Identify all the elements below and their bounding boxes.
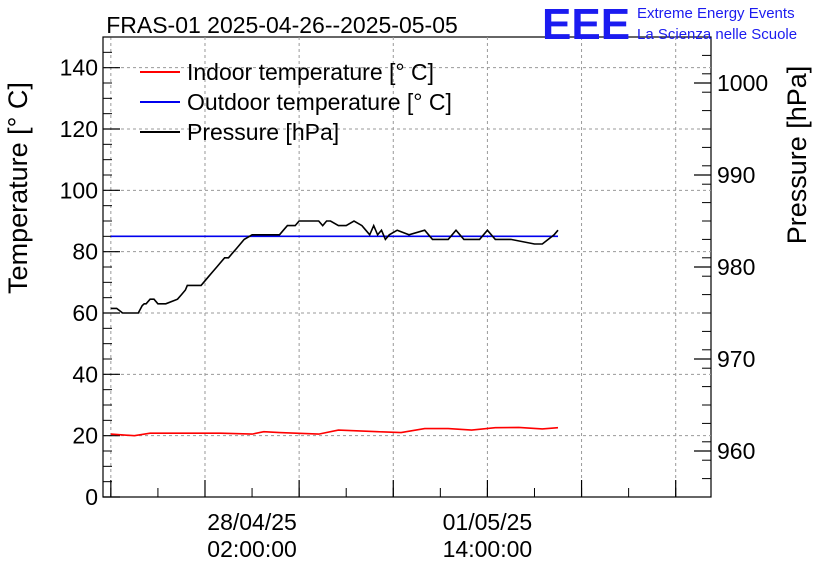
grid-layer — [103, 37, 711, 497]
y2-tick-label: 960 — [717, 438, 755, 464]
x-tick-label-time: 14:00:00 — [443, 536, 533, 562]
y-tick-label: 140 — [60, 55, 98, 81]
y2-tick-label: 980 — [717, 254, 755, 280]
y2-tick-label: 990 — [717, 162, 755, 188]
x-tick-label-time: 02:00:00 — [207, 536, 297, 562]
legend-label-pressure: Pressure [hPa] — [187, 119, 339, 145]
y2-tick-label: 1000 — [717, 70, 768, 96]
y2-tick-label: 970 — [717, 346, 755, 372]
eee-logo-line2: La Scienza nelle Scuole — [637, 26, 797, 43]
y-tick-label: 0 — [85, 484, 98, 510]
y-tick-label: 80 — [72, 239, 98, 265]
eee-logo: EEE Extreme Energy Events La Scienza nel… — [542, 0, 797, 49]
x-tick-label-date: 28/04/25 — [207, 509, 297, 535]
x-tick-label-date: 01/05/25 — [443, 509, 533, 535]
y-tick-label: 100 — [60, 177, 98, 203]
series-layer — [110, 220, 559, 437]
eee-logo-mark: EEE — [542, 0, 630, 49]
chart-title: FRAS-01 2025-04-26--2025-05-05 — [106, 12, 458, 38]
y2-axis-label: Pressure [hPa] — [782, 66, 812, 245]
eee-logo-line1: Extreme Energy Events — [637, 5, 795, 22]
legend-label-outdoor: Outdoor temperature [° C] — [187, 89, 452, 115]
legend: Indoor temperature [° C] Outdoor tempera… — [140, 59, 452, 145]
y-tick-label: 40 — [72, 361, 98, 387]
y-tick-label: 120 — [60, 116, 98, 142]
series-pressure — [110, 220, 559, 314]
legend-label-indoor: Indoor temperature [° C] — [187, 59, 434, 85]
series-indoor-temperature — [110, 426, 559, 437]
y-tick-label: 60 — [72, 300, 98, 326]
axis-layer: 0 20 40 60 80 100 120 140 960 970 980 990 1000 28/04/… — [60, 36, 768, 562]
y-tick-label: 20 — [72, 423, 98, 449]
y-axis-label: Temperature [° C] — [3, 82, 33, 294]
